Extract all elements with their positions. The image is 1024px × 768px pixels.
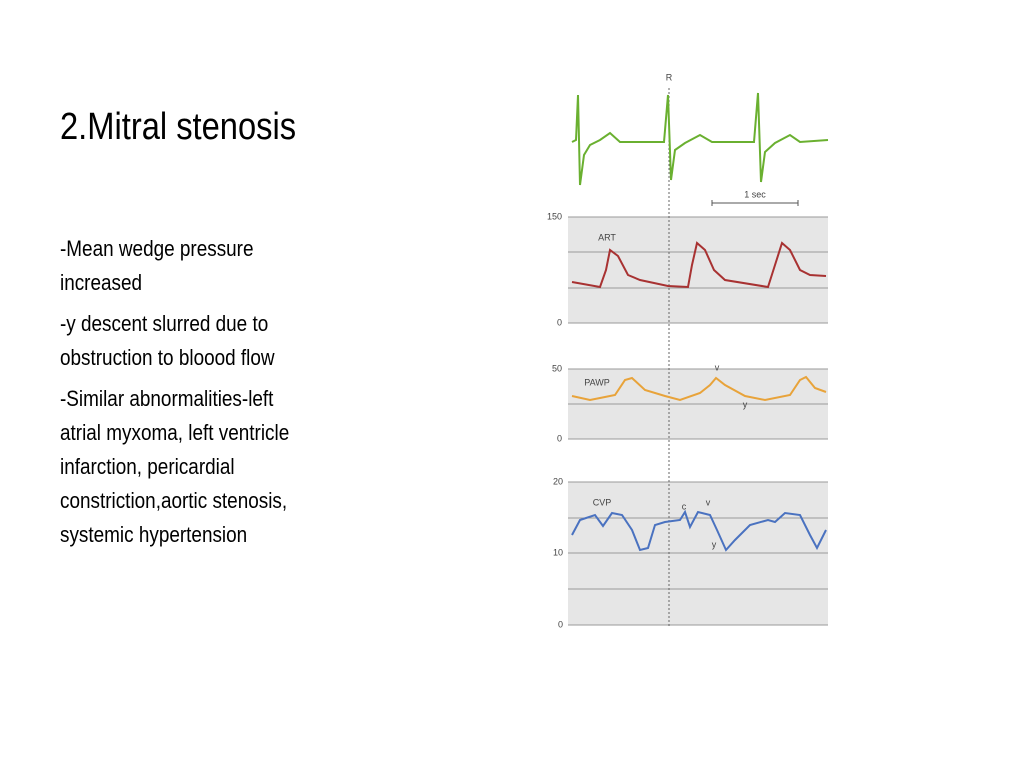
wave-annotation: c — [682, 501, 687, 511]
art-trace — [571, 241, 827, 289]
panel-scale: 0 — [557, 317, 562, 327]
grid — [568, 216, 828, 626]
ecg-trace — [571, 92, 829, 186]
wave-annotation: y — [712, 539, 717, 549]
bullet-line: -Mean wedge pressure — [60, 236, 254, 261]
wave-annotation: y — [743, 399, 748, 409]
bullet: -Mean wedge pressure increased — [60, 232, 380, 300]
panel-scale: 20 — [553, 476, 563, 486]
wave-annotation: v — [715, 362, 720, 372]
art-panel — [568, 217, 828, 323]
panel-scale: 0 — [558, 619, 563, 629]
panel-scale: 10 — [553, 547, 563, 557]
bullet-line: systemic hypertension — [60, 522, 248, 547]
panel-scale: 50 — [552, 363, 562, 373]
bullet-line: obstruction to bloood flow — [60, 345, 275, 370]
time-scale-bar — [711, 200, 799, 206]
wave-annotation: v — [706, 497, 711, 507]
slide-title: 2.Mitral stenosis — [60, 106, 297, 148]
panel-label: CVP — [593, 497, 612, 507]
bullet-line: atrial myxoma, left ventricle — [60, 420, 290, 445]
panel-label: ART — [598, 232, 616, 242]
bullet-line: -y descent slurred due to — [60, 311, 269, 336]
bullet-line: increased — [60, 270, 143, 295]
bullet-line: constriction,aortic stenosis, — [60, 488, 288, 513]
bullet-line: -Similar abnormalities-left — [60, 386, 274, 411]
cvp-trace — [571, 509, 827, 552]
panel-scale: 0 — [557, 433, 562, 443]
pawp-trace — [571, 375, 827, 402]
ecg-label: R — [666, 72, 673, 82]
panel-scale: 150 — [547, 211, 562, 221]
scale-label: 1 sec — [744, 189, 766, 199]
bullet-list: -Mean wedge pressure increased -y descen… — [60, 232, 380, 559]
bullet: -Similar abnormalities-left atrial myxom… — [60, 382, 380, 552]
bullet: -y descent slurred due to obstruction to… — [60, 307, 380, 375]
bullet-line: infarction, pericardial — [60, 454, 235, 479]
panel-label: PAWP — [584, 377, 610, 387]
